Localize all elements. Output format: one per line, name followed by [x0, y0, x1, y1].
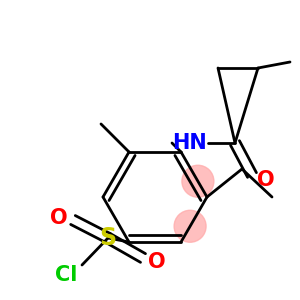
Circle shape — [182, 165, 214, 197]
Text: O: O — [50, 208, 68, 228]
Circle shape — [174, 210, 206, 242]
Text: Cl: Cl — [55, 265, 77, 285]
Text: S: S — [99, 226, 117, 250]
Text: HN: HN — [172, 133, 207, 153]
Text: O: O — [148, 252, 166, 272]
Text: O: O — [257, 170, 275, 190]
